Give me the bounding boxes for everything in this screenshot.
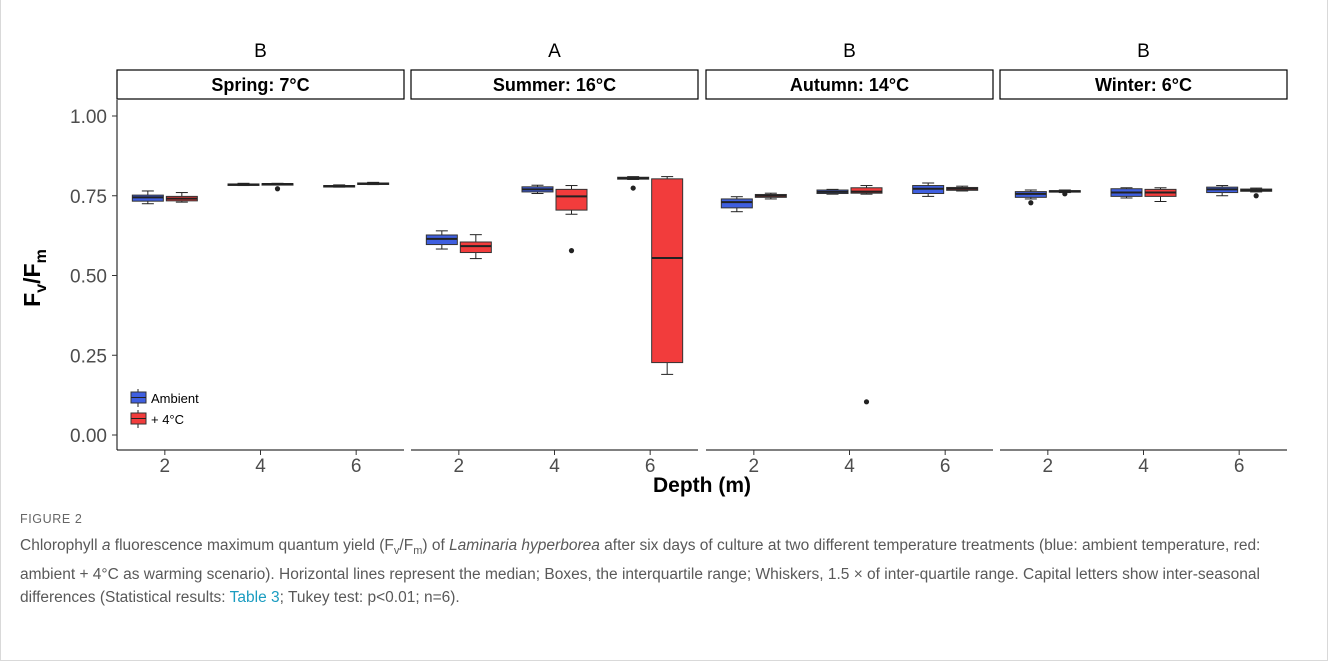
box-ambient bbox=[1206, 185, 1239, 197]
x-tick-label: 6 bbox=[351, 456, 362, 477]
outlier-point bbox=[274, 186, 281, 192]
facet-title: Autumn: 14°C bbox=[790, 75, 909, 95]
outlier-point bbox=[630, 185, 636, 191]
y-tick-label: 0.25 bbox=[70, 346, 107, 367]
box-ambient bbox=[617, 176, 650, 191]
box-ambient bbox=[720, 196, 753, 213]
x-tick-label: 6 bbox=[940, 456, 951, 477]
x-tick-label: 2 bbox=[749, 456, 760, 477]
box-ambient bbox=[425, 230, 458, 250]
facet-strip bbox=[116, 69, 405, 100]
y-tick-label: 0.75 bbox=[70, 187, 107, 208]
significance-letter: A bbox=[548, 41, 561, 62]
box-warm bbox=[1048, 189, 1081, 197]
x-tick-label: 2 bbox=[454, 456, 465, 477]
boxes bbox=[131, 176, 1273, 405]
y-label-sub1: v bbox=[33, 284, 50, 293]
x-tick-label: 2 bbox=[1043, 456, 1054, 477]
box-ambient bbox=[323, 184, 356, 188]
facet-strip bbox=[705, 69, 994, 100]
significance-letter: B bbox=[1137, 41, 1150, 62]
x-tick-label: 4 bbox=[844, 456, 855, 477]
y-axis: 0.00 0.25 0.50 0.75 1.00 bbox=[70, 100, 118, 450]
box-ambient bbox=[1014, 189, 1047, 206]
legend: Ambient + 4°C bbox=[130, 389, 199, 428]
y-tick-label: 0.00 bbox=[70, 426, 107, 447]
significance-letter: B bbox=[254, 41, 267, 62]
x-axis-label: Depth (m) bbox=[653, 474, 751, 497]
box-warm bbox=[850, 185, 883, 405]
iqr-box bbox=[720, 198, 753, 209]
iqr-box bbox=[459, 241, 492, 254]
boxplot-chart: B A B B Spring: 7°C Summer: 16°C Autumn: 14°C… bbox=[19, 41, 1288, 497]
box-warm bbox=[946, 185, 979, 192]
outlier-point bbox=[1028, 200, 1034, 206]
figure-caption: FIGURE 2 Chlorophyll a fluorescence maxi… bbox=[20, 512, 1310, 609]
x-tick-label: 6 bbox=[1234, 456, 1245, 477]
box-warm bbox=[651, 176, 684, 375]
table-3-link[interactable]: Table 3 bbox=[229, 589, 280, 607]
box-warm bbox=[459, 234, 492, 260]
iqr-box bbox=[555, 188, 588, 211]
outlier-point bbox=[863, 399, 870, 405]
figure-label: FIGURE 2 bbox=[20, 512, 83, 526]
box-warm bbox=[754, 192, 787, 200]
facet-title: Summer: 16°C bbox=[493, 75, 616, 95]
box-ambient bbox=[521, 184, 554, 195]
y-label-mid: /F bbox=[19, 263, 45, 283]
significance-letter: B bbox=[843, 41, 856, 62]
legend-label: Ambient bbox=[151, 391, 199, 406]
box-warm bbox=[357, 181, 390, 186]
box-warm bbox=[1240, 187, 1273, 199]
x-tick-label: 6 bbox=[645, 456, 656, 477]
box-ambient bbox=[227, 182, 260, 187]
x-tick-label: 2 bbox=[160, 456, 171, 477]
legend-label: + 4°C bbox=[151, 412, 184, 427]
y-label-sub2: m bbox=[33, 249, 50, 263]
x-tick-label: 4 bbox=[255, 456, 266, 477]
y-axis-label: Fv/Fm bbox=[19, 249, 50, 307]
facet-strip bbox=[999, 69, 1288, 100]
y-tick-label: 0.50 bbox=[70, 267, 107, 288]
box-warm bbox=[555, 185, 588, 254]
outlier-point bbox=[1253, 193, 1259, 199]
outlier-point bbox=[1062, 191, 1068, 197]
box-ambient bbox=[912, 182, 945, 197]
outlier-point bbox=[568, 248, 575, 254]
y-tick-label: 1.00 bbox=[70, 107, 107, 128]
facet-title: Winter: 6°C bbox=[1095, 75, 1192, 95]
x-tick-label: 4 bbox=[549, 456, 560, 477]
iqr-box bbox=[651, 178, 684, 364]
y-label-main: F bbox=[19, 293, 45, 307]
facet-strip bbox=[410, 69, 699, 100]
box-warm bbox=[1144, 187, 1177, 202]
facet-title: Spring: 7°C bbox=[211, 75, 309, 95]
box-warm bbox=[165, 192, 198, 203]
iqr-box bbox=[850, 187, 883, 194]
legend-item-warm: + 4°C bbox=[130, 410, 184, 428]
box-ambient bbox=[131, 190, 164, 205]
x-axes: 2 4 6 2 4 6 2 4 6 2 4 6 bbox=[117, 449, 1287, 477]
box-warm bbox=[261, 182, 294, 192]
x-tick-label: 4 bbox=[1138, 456, 1149, 477]
legend-item-ambient: Ambient bbox=[130, 389, 199, 407]
facet-strips: Spring: 7°C Summer: 16°C Autumn: 14°C Winte… bbox=[116, 69, 1288, 100]
box-ambient bbox=[1110, 187, 1143, 199]
box-ambient bbox=[816, 188, 849, 195]
caption-text: Chlorophyll a fluorescence maximum quant… bbox=[20, 537, 1261, 607]
